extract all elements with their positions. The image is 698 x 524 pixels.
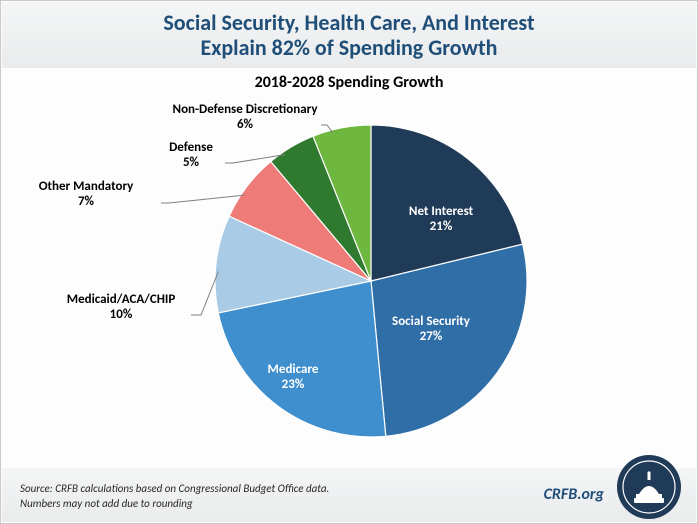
page-title: Social Security, Health Care, And Intere…: [163, 10, 534, 61]
leader-line: [161, 195, 245, 203]
page-root: Social Security, Health Care, And Intere…: [0, 0, 698, 524]
title-bar: Social Security, Health Care, And Intere…: [2, 2, 696, 68]
chart-subtitle: 2018-2028 Spending Growth: [1, 73, 697, 92]
site-label: CRFB.org: [544, 485, 604, 504]
pie-svg: [1, 93, 698, 453]
footer-bar: Source: CRFB calculations based on Congr…: [2, 468, 696, 522]
pie-chart: Net Interest 21%Social Security 27%Medic…: [1, 93, 698, 453]
source-note: Source: CRFB calculations based on Congr…: [20, 482, 329, 512]
crfb-logo: [616, 454, 682, 520]
